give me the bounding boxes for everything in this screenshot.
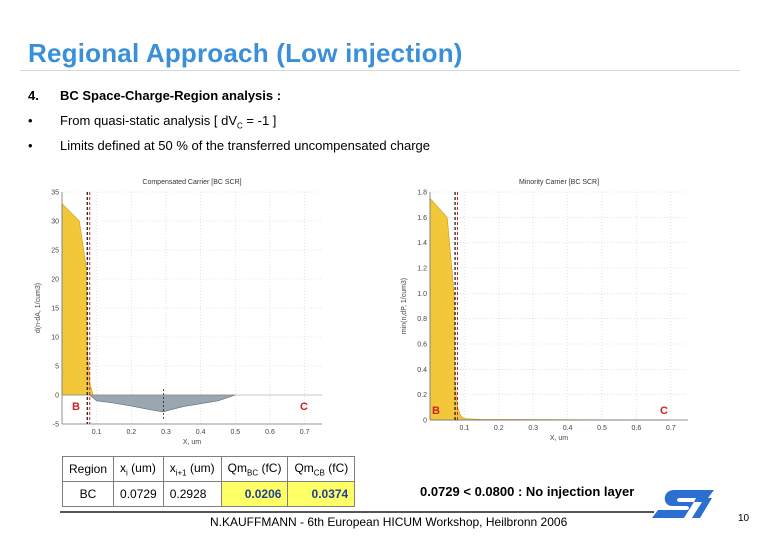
results-table: Region xi (um) xi+1 (um) QmBC (fC) QmCB (fC)… [61,456,356,507]
bullet-text: Limits defined at 50 % of the transferre… [60,138,430,153]
bullet1-sub: C [237,121,243,131]
x-tick-label: 0.2 [126,429,136,436]
bullet1-suffix: = -1 ] [242,113,277,128]
series-area-negative [62,394,236,413]
bullet-text: From quasi-static analysis [ dVC = -1 ] [60,113,276,131]
y-axis-label: d(n-dA, 1/cum3) [35,283,42,333]
y-tick-label: 1.4 [417,240,427,247]
table-header-cell: QmBC (fC) [220,456,289,482]
x-axis-label: X, um [550,435,568,442]
y-tick-label: 5 [55,364,59,371]
y-tick-label: 0.8 [417,316,427,323]
x-tick-label: 0.1 [92,429,102,436]
region-label-c: C [660,405,668,417]
x-tick-label: 0.3 [528,425,538,432]
chart-svg: Minority Carrier [BC SCR] 0.1 0.2 0.3 0.4 0.5… [401,179,688,442]
table-cell: 0.0374 [287,481,356,507]
table-cell: 0.0206 [220,481,289,507]
y-tick-label: 1.0 [417,291,427,298]
chart-title: Compensated Carrier [BC SCR] [142,179,241,186]
y-tick-label: 25 [51,248,59,255]
footer-text: N.KAUFFMANN - 6th European HICUM Worksho… [210,515,568,529]
x-tick-label: 0.4 [196,429,206,436]
y-tick-label: 20 [51,277,59,284]
title-divider [20,70,740,71]
table-header-row: Region xi (um) xi+1 (um) QmBC (fC) QmCB (fC) [61,456,356,482]
y-tick-label: 0.6 [417,342,427,349]
x-tick-label: 0.1 [460,425,470,432]
x-axis-label: X, um [183,439,201,446]
conclusion-text: 0.0729 < 0.0800 : No injection layer [420,484,635,499]
y-tick-label: 0.2 [417,392,427,399]
y-axis-label: min(n,dP, 1/cum3) [401,278,408,334]
x-tick-label: 0.7 [300,429,310,436]
slide-title: Regional Approach (Low injection) [28,38,463,68]
region-label-c: C [300,401,308,413]
chart-svg: Compensated Carrier [BC SCR] 0.1 0.2 0.3 0.4… [35,179,322,446]
bullet-mark: • [28,138,33,153]
y-tick-label: 1.6 [417,215,427,222]
y-tick-label: 0 [423,418,427,425]
bullet1-prefix: From quasi-static analysis [ dV [60,113,238,128]
x-tick-label: 0.3 [161,429,171,436]
x-tick-label: 0.6 [632,425,642,432]
x-tick-label: 0.5 [230,429,240,436]
region-label-b: B [72,401,80,413]
x-tick-label: 0.6 [265,429,275,436]
table-header-cell: xi+1 (um) [162,456,222,482]
table-header-cell: Region [61,456,115,482]
table-row: BC 0.0729 0.2928 0.0206 0.0374 [61,481,356,507]
footer-divider [60,511,654,513]
table-cell: 0.0729 [113,481,164,507]
y-tick-label: 10 [51,335,59,342]
st-logo-icon [650,486,718,527]
y-tick-label: 1.8 [417,190,427,197]
section-number: 4. [28,88,39,103]
chart-title: Minority Carrier [BC SCR] [519,179,599,186]
y-tick-label: 35 [51,190,59,197]
y-tick-label: 0 [55,393,59,400]
table-cell: BC [61,481,115,507]
x-tick-label: 0.4 [563,425,573,432]
y-tick-label: -5 [53,422,59,429]
chart-compensated-carrier: Compensated Carrier [BC SCR] 0.1 0.2 0.3 0.4… [30,174,330,450]
table-body: BC 0.0729 0.2928 0.0206 0.0374 [61,481,356,507]
chart-minority-carrier: Minority Carrier [BC SCR] 0.1 0.2 0.3 0.4 0.5… [396,174,696,450]
x-tick-label: 0.7 [666,425,676,432]
y-tick-label: 30 [51,219,59,226]
page-number: 10 [738,513,750,524]
y-tick-label: 15 [51,306,59,313]
y-tick-label: 1.2 [417,266,427,273]
bullet-mark: • [28,113,33,128]
table-cell: 0.2928 [162,481,222,507]
table-header-cell: QmCB (fC) [287,456,356,482]
y-tick-label: 0.4 [417,367,427,374]
section-heading: BC Space-Charge-Region analysis : [60,88,282,103]
series-area-positive [429,197,671,421]
x-tick-label: 0.2 [494,425,504,432]
x-tick-label: 0.5 [597,425,607,432]
table-header-cell: xi (um) [113,456,164,482]
region-label-b: B [432,405,440,417]
